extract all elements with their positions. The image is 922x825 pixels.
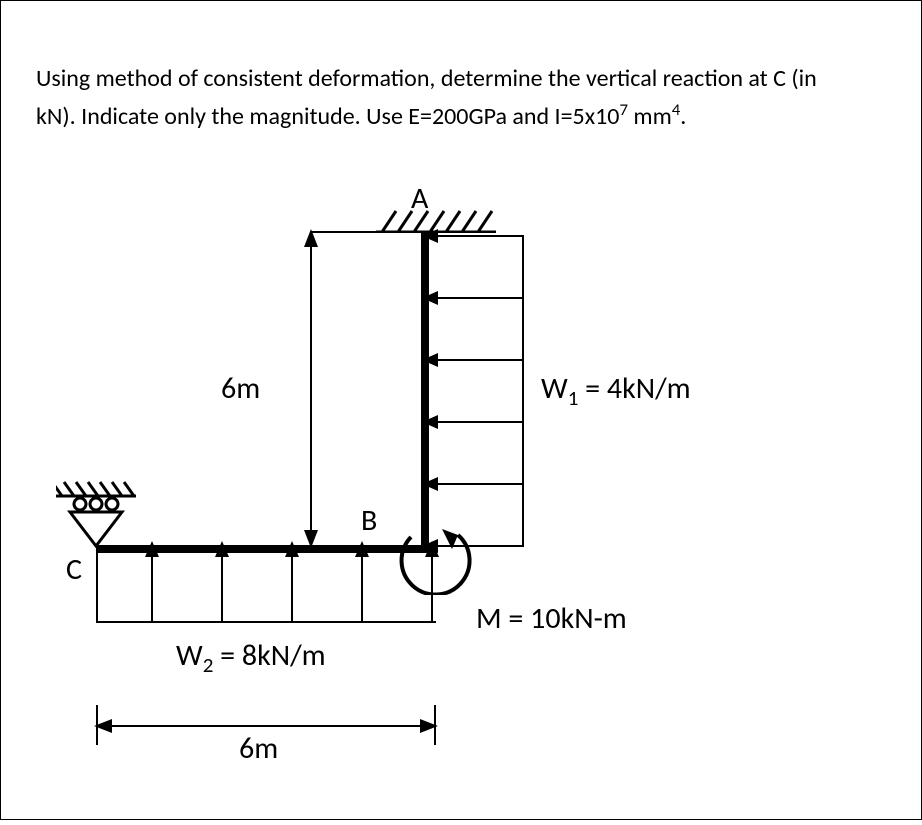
w2-symbol: W xyxy=(176,637,203,674)
w2-subscript: 2 xyxy=(203,652,214,678)
distributed-load-w1 xyxy=(429,235,524,547)
vertical-dimension-label: 6m xyxy=(221,370,260,407)
moment-label: M = 10kN-m xyxy=(476,600,627,637)
problem-exp1: 7 xyxy=(619,99,628,120)
vertical-member-AB xyxy=(421,231,429,547)
horizontal-dimension-label: 6m xyxy=(239,730,278,767)
problem-exp2: 4 xyxy=(672,99,681,120)
w2-value: = 8kN/m xyxy=(213,637,325,674)
structural-diagram: A 6m B xyxy=(36,175,886,805)
problem-statement: Using method of consistent deformation, … xyxy=(36,61,886,135)
problem-line2-post: . xyxy=(680,102,686,131)
node-B-label: B xyxy=(361,502,377,539)
vertical-dimension xyxy=(296,231,326,546)
problem-line1: Using method of consistent deformation, … xyxy=(36,64,817,93)
w1-symbol: W xyxy=(541,370,568,407)
roller-support-C xyxy=(56,478,136,548)
w2-label: W2 = 8kN/m xyxy=(176,637,326,678)
problem-line2-mid: mm xyxy=(628,102,672,131)
w1-label: W1 = 4kN/m xyxy=(541,370,691,411)
w1-value: = 4kN/m xyxy=(578,370,690,407)
applied-moment xyxy=(386,515,486,595)
w1-subscript: 1 xyxy=(568,385,579,411)
node-C-label: C xyxy=(66,551,82,588)
problem-line2-pre: kN). Indicate only the magnitude. Use E=… xyxy=(36,102,619,131)
distributed-load-w2 xyxy=(96,553,436,623)
